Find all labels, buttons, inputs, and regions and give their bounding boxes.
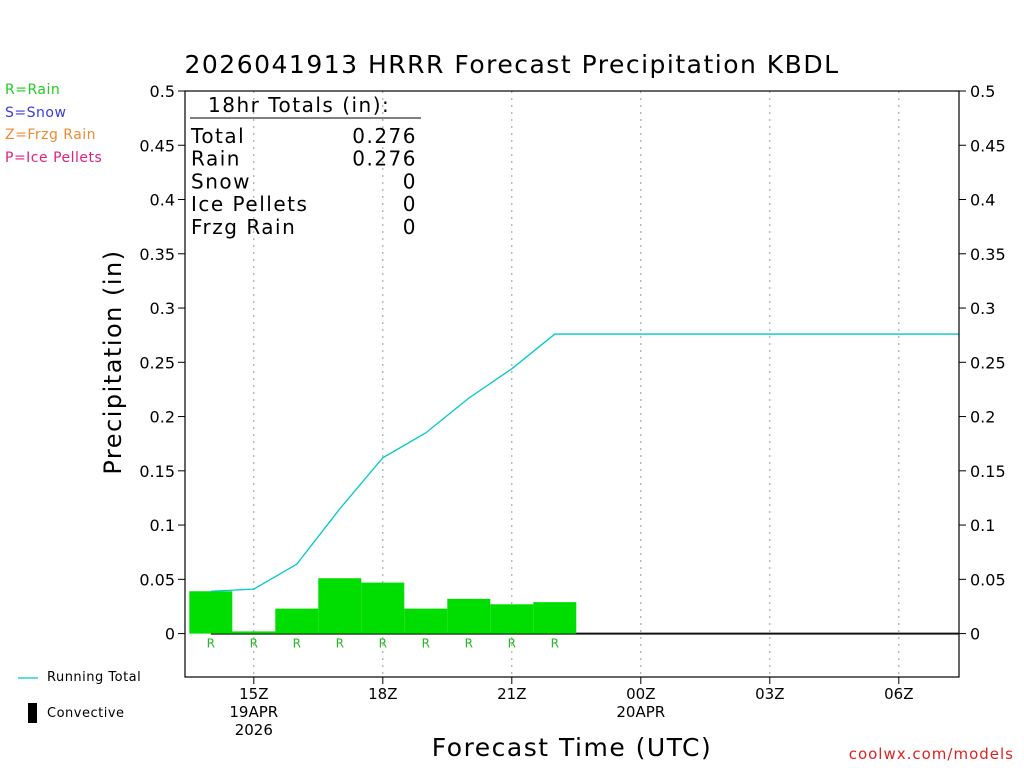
x-tick-label: 21Z — [497, 685, 526, 703]
legend-rain: R=Rain — [5, 82, 61, 98]
totals-row-label: Frzg Rain — [191, 215, 296, 239]
y-tick-label-right: 0.2 — [970, 408, 995, 427]
chart-title: 2026041913 HRRR Forecast Precipitation K… — [184, 50, 840, 79]
precip-bar — [189, 591, 233, 634]
legend-freezing-rain: Z=Frzg Rain — [5, 127, 97, 143]
totals-row-label: Rain — [191, 147, 241, 171]
y-tick-label: 0.05 — [139, 570, 175, 589]
y-tick-label-right: 0.4 — [970, 191, 995, 210]
precip-type-label: R — [293, 637, 301, 651]
y-tick-label-right: 0.45 — [970, 136, 1006, 155]
x-tick-label: 06Z — [884, 685, 913, 703]
totals-heading: 18hr Totals (in): — [208, 93, 390, 117]
legend-running-total-label: Running Total — [47, 670, 142, 685]
precip-type-label: R — [250, 637, 258, 651]
x-tick-label: 2026 — [235, 721, 273, 739]
watermark: coolwx.com/models — [848, 745, 1014, 763]
totals-row-value: 0.276 — [352, 124, 417, 148]
y-tick-label: 0.35 — [139, 245, 175, 264]
precip-type-label: R — [379, 637, 387, 651]
y-tick-label: 0.3 — [150, 299, 175, 318]
totals-row-label: Ice Pellets — [191, 192, 308, 216]
y-axis-label: Precipitation (in) — [99, 249, 127, 475]
y-tick-label-right: 0.35 — [970, 245, 1006, 264]
y-tick-label: 0.5 — [150, 82, 175, 101]
y-tick-label-right: 0.05 — [970, 570, 1006, 589]
x-tick-label: 19APR — [229, 703, 278, 721]
legend-convective-label: Convective — [47, 706, 125, 721]
legend-convective-swatch — [28, 703, 37, 723]
precip-type-label: R — [508, 637, 516, 651]
x-tick-label: 15Z — [239, 685, 268, 703]
x-axis-label: Forecast Time (UTC) — [431, 733, 713, 762]
totals-row-value: 0 — [403, 215, 417, 239]
precip-bar — [275, 608, 319, 634]
y-tick-label-right: 0 — [970, 625, 980, 644]
y-tick-label: 0.1 — [150, 516, 175, 535]
precip-bar — [361, 582, 405, 634]
precip-type-label: R — [465, 637, 473, 651]
precip-bar — [490, 604, 534, 634]
y-tick-label-right: 0.25 — [970, 353, 1006, 372]
y-tick-label: 0.15 — [139, 462, 175, 481]
x-tick-label: 03Z — [755, 685, 784, 703]
y-tick-label: 0.25 — [139, 353, 175, 372]
x-tick-label: 18Z — [368, 685, 397, 703]
y-tick-label-right: 0.3 — [970, 299, 995, 318]
precip-bar — [404, 608, 448, 634]
legend-snow: S=Snow — [5, 105, 67, 121]
precip-bar — [533, 602, 577, 634]
legend-ice-pellets: P=Ice Pellets — [5, 150, 103, 166]
y-tick-label: 0 — [165, 625, 175, 644]
x-tick-label: 20APR — [616, 703, 665, 721]
y-tick-label-right: 0.15 — [970, 462, 1006, 481]
precip-bar — [447, 598, 491, 634]
y-tick-label: 0.45 — [139, 136, 175, 155]
precip-type-label: R — [336, 637, 344, 651]
precip-bar — [318, 578, 362, 634]
plot-frame — [184, 90, 960, 678]
totals-row-label: Snow — [191, 169, 251, 193]
precip-type-label: R — [422, 637, 430, 651]
precip-type-label: R — [207, 637, 215, 651]
y-tick-label-right: 0.5 — [970, 82, 995, 101]
y-tick-label: 0.4 — [150, 191, 175, 210]
totals-row-value: 0.276 — [352, 147, 417, 171]
y-tick-label: 0.2 — [150, 408, 175, 427]
running-total-line — [210, 333, 959, 592]
precip-type-label: R — [551, 637, 559, 651]
x-tick-label: 00Z — [626, 685, 655, 703]
totals-row-label: Total — [190, 124, 245, 148]
totals-row-value: 0 — [403, 169, 417, 193]
y-tick-label-right: 0.1 — [970, 516, 995, 535]
precip-bar — [232, 631, 276, 634]
totals-row-value: 0 — [403, 192, 417, 216]
